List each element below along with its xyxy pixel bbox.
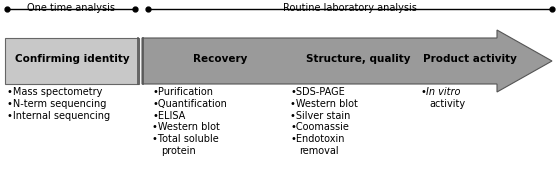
Text: One time analysis: One time analysis bbox=[27, 3, 115, 13]
Text: •Silver stain: •Silver stain bbox=[290, 111, 351, 121]
Text: removal: removal bbox=[299, 146, 339, 156]
Text: In vitro: In vitro bbox=[426, 87, 460, 97]
Polygon shape bbox=[142, 30, 552, 92]
Text: Routine laboratory analysis: Routine laboratory analysis bbox=[283, 3, 417, 13]
Text: •Purification: •Purification bbox=[152, 87, 213, 97]
Text: •SDS-PAGE: •SDS-PAGE bbox=[290, 87, 345, 97]
Text: Confirming identity: Confirming identity bbox=[15, 54, 129, 64]
Text: •Quantification: •Quantification bbox=[152, 99, 227, 109]
Text: •Mass spectometry: •Mass spectometry bbox=[7, 87, 102, 97]
Text: •Endotoxin: •Endotoxin bbox=[290, 134, 344, 144]
Text: protein: protein bbox=[161, 146, 196, 156]
Text: •Coomassie: •Coomassie bbox=[290, 122, 349, 132]
Text: activity: activity bbox=[429, 99, 465, 109]
Text: Product activity: Product activity bbox=[423, 54, 517, 64]
Text: Structure, quality: Structure, quality bbox=[306, 54, 410, 64]
Text: •: • bbox=[420, 87, 426, 97]
Bar bbox=[5, 38, 139, 84]
Text: •Total soluble: •Total soluble bbox=[152, 134, 219, 144]
Text: Recovery: Recovery bbox=[193, 54, 247, 64]
Text: •Western blot: •Western blot bbox=[152, 122, 220, 132]
Text: •Internal sequencing: •Internal sequencing bbox=[7, 111, 110, 121]
Text: •N-term sequencing: •N-term sequencing bbox=[7, 99, 106, 109]
Text: •Western blot: •Western blot bbox=[290, 99, 358, 109]
Text: •ELISA: •ELISA bbox=[152, 111, 185, 121]
